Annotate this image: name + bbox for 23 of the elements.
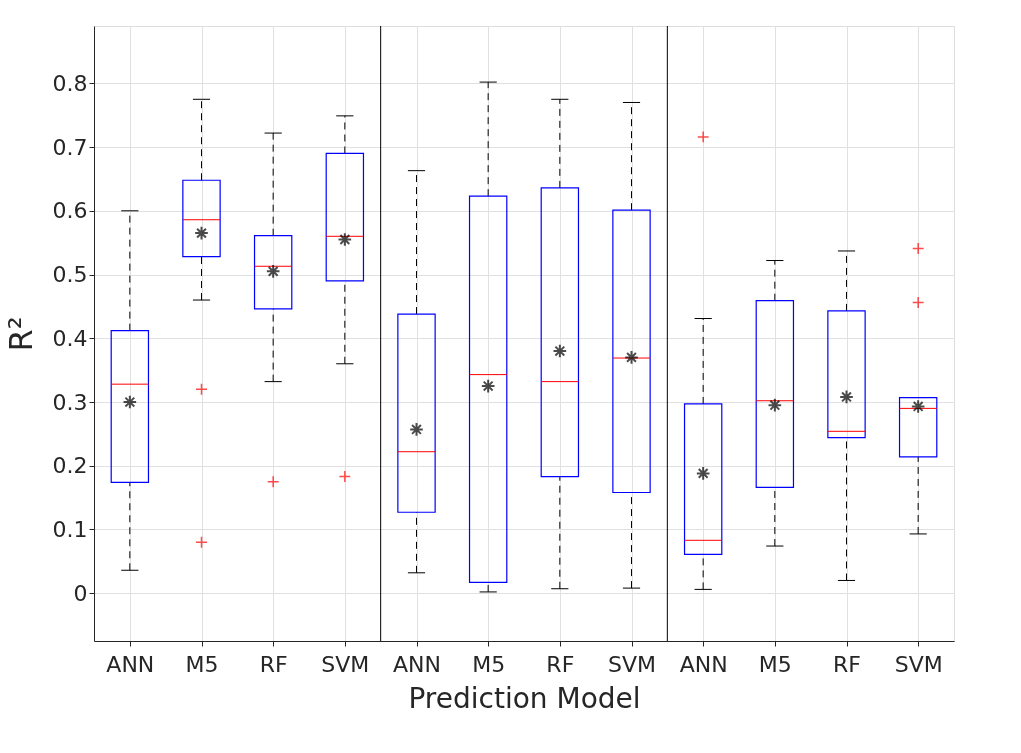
y-tick-label: 0.3 (52, 389, 88, 415)
x-tick-label: SVM (321, 651, 370, 677)
x-tick-label: M5 (758, 651, 792, 677)
y-tick-label: 0.7 (52, 134, 88, 160)
y-tick-label: 0.1 (52, 516, 88, 542)
x-tick-label: M5 (185, 651, 219, 677)
y-tick-label: 0.6 (52, 198, 88, 224)
x-tick-label: ANN (679, 651, 728, 677)
x-axis-title: Prediction Model (408, 681, 641, 715)
x-tick-label: RF (833, 651, 861, 677)
x-tick-label: SVM (608, 651, 656, 677)
y-axis-title: R² (1, 316, 40, 352)
y-tick-label: 0.5 (52, 262, 88, 288)
y-tick-label: 0.4 (52, 325, 88, 351)
x-tick-label: RF (546, 651, 575, 677)
x-tick-label: SVM (894, 651, 943, 677)
y-tick-label: 0.2 (52, 453, 88, 479)
x-tick-label: ANN (106, 651, 155, 677)
x-tick-label: RF (259, 651, 288, 677)
x-tick-label: ANN (393, 651, 441, 677)
x-tick-label: M5 (472, 651, 506, 677)
y-tick-label: 0 (73, 580, 88, 606)
y-tick-label: 0.8 (52, 70, 88, 96)
